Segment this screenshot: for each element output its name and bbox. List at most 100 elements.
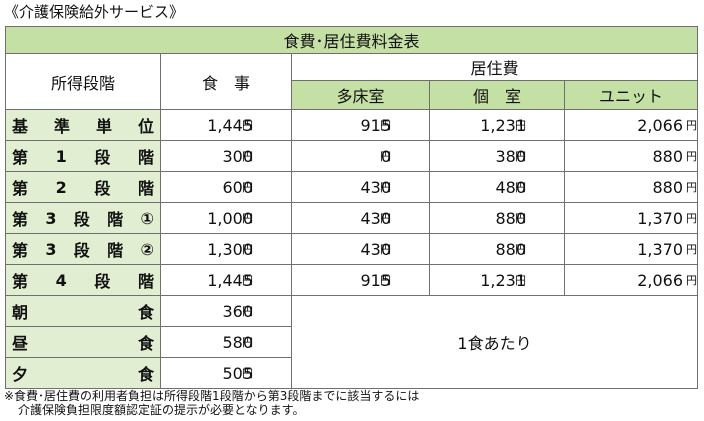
row-label-char: 3: [45, 208, 57, 228]
unit-cost: 880 円: [563, 171, 699, 203]
row-label-char: 段: [73, 210, 90, 229]
unit-cost: 1,370 円: [563, 233, 699, 265]
table-row: 第 1 段階 300 円 0 円 380 円 880 円: [5, 140, 699, 172]
row-label-char: 階: [137, 179, 154, 198]
koshitsu-cost: 880 円: [429, 233, 565, 265]
row-label-char: 食: [137, 303, 154, 322]
koshitsu-cost-value: 480: [495, 177, 526, 197]
table-title: 食費･居住費料金表: [4, 26, 699, 54]
meal-cost-value: 300: [222, 146, 253, 166]
yen-unit: 円: [515, 274, 526, 287]
tashou-cost: 915 円: [291, 109, 430, 141]
meal-price-value: 360: [222, 301, 253, 321]
meal-header: 食 事: [160, 53, 292, 110]
tashou-cost: 430 円: [291, 233, 430, 265]
yen-unit: 円: [686, 181, 698, 194]
table-row: 第 4 段階 1,445 円 915 円 1,231 円 2,066 円: [5, 264, 699, 296]
koshitsu-cost-value: 1,231: [480, 115, 526, 135]
yen-unit: 円: [242, 243, 253, 256]
yen-unit: 円: [242, 119, 253, 132]
row-label-char: 食: [137, 365, 154, 384]
unit-cost-value: 880: [652, 177, 684, 197]
meal-cost: 1,445 円: [160, 264, 292, 296]
header-row: 所得段階 食 事 居住費: [5, 53, 699, 110]
row-label-char: 段: [94, 179, 111, 198]
row-label-char: 第: [12, 148, 29, 167]
yen-unit: 円: [380, 212, 391, 225]
row-label: 夕食: [5, 357, 161, 389]
unit-cost-value: 1,370: [637, 208, 684, 228]
fee-table: 食費･居住費料金表 所得段階 食 事 居住費 多床室 個 室 ユニット 基 準 単 位…: [4, 26, 699, 389]
tashou-cost: 915 円: [291, 264, 430, 296]
row-label: 第 4 段 階: [5, 264, 161, 296]
tashou-cost: 430 円: [291, 171, 430, 203]
unit-cost: 880 円: [563, 140, 699, 172]
yen-unit: 円: [686, 212, 698, 225]
meal-cost: 300 円: [160, 140, 292, 172]
yen-unit: 円: [686, 119, 698, 132]
row-label: 第 1 段 階: [5, 140, 161, 172]
unit-cost: 1,370 円: [563, 202, 699, 234]
row-label-char: ①: [140, 208, 154, 228]
table-row: 基準単位 1,445 円 915 円 1,231 円 2,066 円: [5, 109, 699, 141]
meal-cost: 1,000 円: [160, 202, 292, 234]
row-label-char: 段: [94, 148, 111, 167]
row-label-char: 2: [55, 177, 67, 197]
koshitsu-cost: 1,231 円: [429, 109, 565, 141]
yen-unit: 円: [686, 243, 698, 256]
yen-unit: 円: [380, 181, 391, 194]
section-caption: 《介護保険給外サービス》: [4, 3, 185, 21]
row-label-char: 4: [55, 270, 67, 290]
row-label-char: 第: [12, 241, 29, 260]
unit-cost: 2,066 円: [563, 109, 699, 141]
yen-unit: 円: [380, 274, 391, 287]
yen-unit: 円: [242, 212, 253, 225]
yen-unit: 円: [380, 243, 391, 256]
income-level-header: 所得段階: [5, 53, 161, 110]
yen-unit: 円: [515, 150, 526, 163]
meal-row: 夕食 505 円: [5, 357, 698, 389]
row-label-char: 朝: [12, 303, 29, 322]
koshitsu-cost: 880 円: [429, 202, 565, 234]
yen-unit: 円: [380, 119, 391, 132]
tashou-cost-value: 915: [360, 270, 391, 290]
koshitsu-cost-value: 1,231: [480, 270, 526, 290]
yen-unit: 円: [686, 274, 698, 287]
sub-header-row: 多床室 個 室 ユニット: [6, 80, 699, 110]
yen-unit: 円: [380, 150, 391, 163]
tashou-cost-value: 430: [360, 177, 391, 197]
meal-price-value: 505: [222, 363, 253, 383]
unit-cost-value: 1,370: [637, 239, 684, 259]
row-label-char: 階: [137, 148, 154, 167]
meal-cost-value: 1,445: [207, 115, 253, 135]
sub-header-koshitsu: 個 室: [429, 80, 565, 110]
row-label-char: 階: [137, 272, 154, 291]
row-label-char: 第: [12, 210, 29, 229]
meal-cost-value: 600: [222, 177, 253, 197]
meal-price: 580 円: [160, 326, 292, 358]
row-label: 第 2 段 階: [5, 171, 161, 203]
tashou-cost-value: 430: [360, 239, 391, 259]
row-label-char: 基: [12, 117, 29, 136]
table-row: 第 2 段階 600 円 430 円 480 円 880 円: [5, 171, 699, 203]
unit-cost: 2,066 円: [563, 264, 699, 296]
yen-unit: 円: [242, 336, 253, 349]
row-label-char: 準: [53, 117, 70, 136]
footnote-line-2: 介護保険負担限度額認定証の提示が必要となります。: [18, 403, 305, 417]
tashou-cost-value: 0: [380, 146, 391, 166]
per-meal-note: 1食あたり: [290, 295, 699, 389]
yen-unit: 円: [242, 367, 253, 380]
sub-header-unit: ユニット: [563, 80, 699, 110]
yen-unit: 円: [242, 274, 253, 287]
sub-header-tashou: 多床室: [291, 80, 430, 110]
tashou-cost: 430 円: [291, 202, 430, 234]
table-row: 第 3 段階 ② 1,300 円 430 円 880 円 1,370 円: [5, 233, 699, 265]
yen-unit: 円: [242, 305, 253, 318]
yen-unit: 円: [242, 150, 253, 163]
table-title-row: 食費･居住費料金表: [4, 26, 699, 54]
meal-cost-value: 1,000: [207, 208, 253, 228]
meal-row: 朝食 360 円 1食あたり: [5, 295, 699, 389]
row-label-char: 段: [94, 272, 111, 291]
housing-header: 居住費: [290, 53, 699, 81]
